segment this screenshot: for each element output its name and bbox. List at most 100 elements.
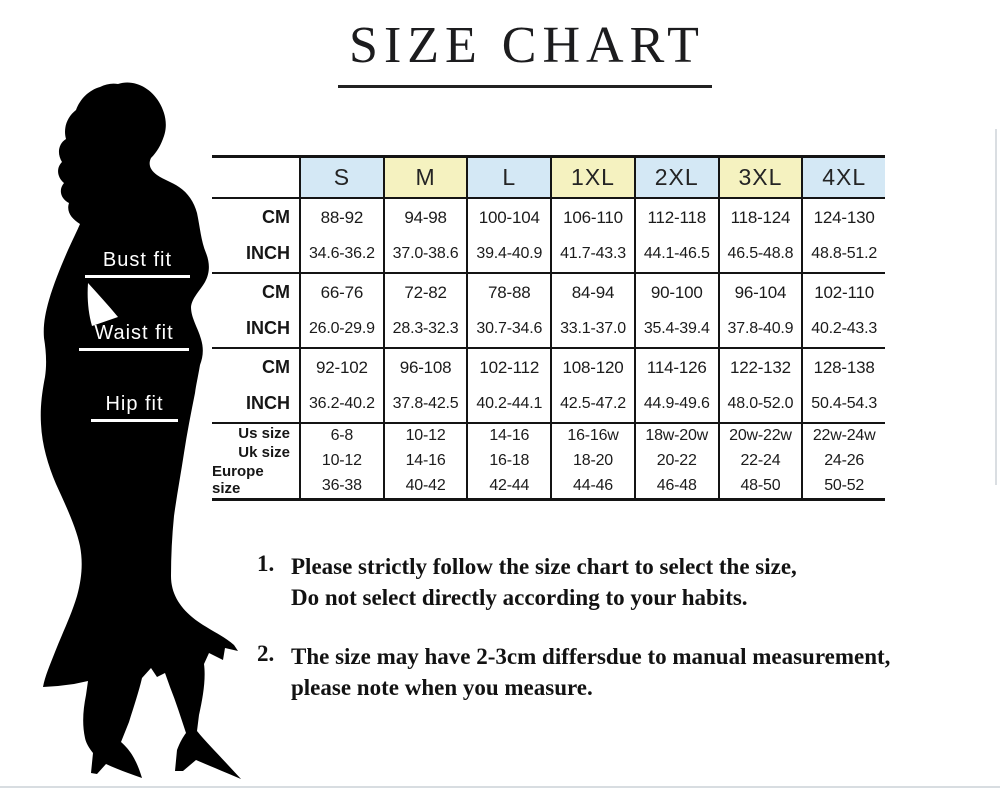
table-value: 16-16w [567, 427, 619, 445]
table-cell-column-L: 100-104 39.4-40.9 [466, 199, 550, 272]
table-value: 96-108 [399, 357, 452, 377]
table-cell-column-S: 88-92 34.6-36.2 [299, 199, 383, 272]
table-cell-column-M: 96-108 37.8-42.5 [382, 349, 467, 422]
row-header-column: CM INCH [212, 199, 299, 272]
table-cell-column-M: 94-98 37.0-38.6 [382, 199, 467, 272]
table-value: 18w-20w [645, 427, 709, 445]
table-value: 10-12 [405, 427, 446, 445]
column-header-S: S [299, 158, 383, 197]
table-value: 33.1-37.0 [560, 320, 626, 338]
table-value: 37.8-40.9 [727, 320, 794, 338]
note-2-number: 2. [257, 641, 275, 666]
table-value: 39.4-40.9 [476, 245, 543, 263]
note-1-line-2: Do not select directly according to your… [291, 585, 748, 610]
note-2: 2. The size may have 2-3cm differsdue to… [257, 641, 987, 703]
table-value: 10-12 [321, 451, 362, 469]
table-value: 14-16 [489, 427, 530, 445]
column-header-3XL: 3XL [717, 158, 802, 197]
table-value: 50.4-54.3 [811, 395, 878, 413]
row-header: Uk size [238, 444, 290, 461]
table-cell-column-S: 92-102 36.2-40.2 [299, 349, 383, 422]
waist-fit-label: Waist fit [79, 322, 189, 351]
table-value: 124-130 [813, 207, 875, 227]
table-band: Us size Uk size Europe size 6-8 10-12 36-38 10… [212, 424, 885, 498]
row-header: CM [262, 281, 290, 302]
table-value: 112-118 [647, 207, 707, 227]
row-header-column: CM INCH [212, 349, 299, 422]
table-band: CM INCH 92-102 36.2-40.2 96-108 37.8-42.5 102-… [212, 349, 885, 424]
table-value: 37.0-38.6 [392, 245, 459, 263]
table-cell-column-M: 10-12 14-16 40-42 [382, 424, 467, 498]
table-cell-column-S: 6-8 10-12 36-38 [299, 424, 383, 498]
table-cell-column-S: 66-76 26.0-29.9 [299, 274, 383, 347]
column-header-M: M [382, 158, 467, 197]
row-header: CM [262, 356, 290, 377]
table-cell-column-L: 14-16 16-18 42-44 [466, 424, 550, 498]
table-cell-column-L: 102-112 40.2-44.1 [466, 349, 550, 422]
row-header: INCH [246, 393, 290, 414]
note-2-line-2: please note when you measure. [291, 675, 593, 700]
table-value: 48-50 [740, 476, 781, 494]
table-value: 6-8 [330, 427, 354, 445]
table-value: 102-110 [814, 282, 875, 302]
table-cell-column-1XL: 106-110 41.7-43.3 [550, 199, 634, 272]
row-header-column: Us size Uk size Europe size [212, 424, 299, 498]
table-value: 118-124 [730, 207, 791, 227]
table-value: 42-44 [489, 476, 530, 494]
scan-artifact-vertical-line [995, 129, 997, 485]
table-cell-column-3XL: 20w-22w 22-24 48-50 [717, 424, 802, 498]
column-header-4XL: 4XL [801, 158, 886, 197]
size-chart-table: S M L 1XL 2XL 3XL 4XL CM INCH 88-92 34.6-36.2 94-98… [212, 155, 886, 501]
table-value: 28.3-32.3 [392, 320, 459, 338]
table-value: 20-22 [656, 451, 697, 469]
table-value: 18-20 [573, 451, 613, 469]
table-value: 30.7-34.6 [476, 320, 543, 338]
note-1: 1. Please strictly follow the size chart… [257, 551, 987, 613]
table-cell-column-3XL: 96-104 37.8-40.9 [717, 274, 802, 347]
table-cell-column-2XL: 90-100 35.4-39.4 [633, 274, 718, 347]
table-value: 44.1-46.5 [643, 245, 710, 263]
table-cell-column-3XL: 118-124 46.5-48.8 [717, 199, 802, 272]
table-value: 88-92 [320, 207, 364, 227]
table-cell-column-4XL: 124-130 48.8-51.2 [801, 199, 885, 272]
row-header: Europe size [212, 463, 264, 497]
table-value: 40.2-44.1 [476, 395, 543, 413]
table-value: 84-94 [571, 282, 615, 302]
row-header: CM [262, 206, 290, 227]
table-value: 26.0-29.9 [308, 320, 375, 338]
table-band: CM INCH 88-92 34.6-36.2 94-98 37.0-38.6 100-10… [212, 199, 885, 274]
table-cell-column-4XL: 22w-24w 24-26 50-52 [801, 424, 885, 498]
table-value: 90-100 [650, 282, 703, 302]
table-value: 46-48 [656, 476, 697, 494]
table-cell-column-2XL: 114-126 44.9-49.6 [633, 349, 718, 422]
table-value: 106-110 [563, 207, 623, 227]
table-value: 78-88 [488, 282, 531, 302]
table-value: 94-98 [404, 207, 447, 227]
table-cell-column-4XL: 128-138 50.4-54.3 [801, 349, 885, 422]
table-value: 128-138 [813, 357, 875, 377]
table-cell-column-4XL: 102-110 40.2-43.3 [801, 274, 885, 347]
table-value: 22-24 [740, 451, 781, 469]
table-cell-column-3XL: 122-132 48.0-52.0 [717, 349, 802, 422]
table-header-row: S M L 1XL 2XL 3XL 4XL [212, 158, 886, 199]
table-value: 37.8-42.5 [392, 395, 459, 413]
table-value: 35.4-39.4 [643, 320, 710, 338]
table-value: 40.2-43.3 [811, 320, 878, 338]
row-header-column: CM INCH [212, 274, 299, 347]
table-value: 50-52 [824, 476, 865, 494]
table-value: 36-38 [321, 476, 362, 494]
table-cell-column-1XL: 16-16w 18-20 44-46 [550, 424, 634, 498]
scan-artifact-bottom-line [0, 786, 1000, 788]
table-value: 114-126 [646, 357, 707, 377]
table-cell-column-1XL: 108-120 42.5-47.2 [550, 349, 634, 422]
table-value: 48.0-52.0 [727, 395, 794, 413]
table-value: 108-120 [562, 357, 624, 377]
table-band: CM INCH 66-76 26.0-29.9 72-82 28.3-32.3 78-88 3… [212, 274, 885, 349]
row-header: INCH [246, 243, 290, 264]
table-value: 66-76 [320, 282, 364, 302]
table-value: 100-104 [478, 207, 540, 227]
table-value: 16-18 [489, 451, 530, 469]
column-header-L: L [466, 158, 551, 197]
hip-fit-label: Hip fit [91, 393, 178, 422]
